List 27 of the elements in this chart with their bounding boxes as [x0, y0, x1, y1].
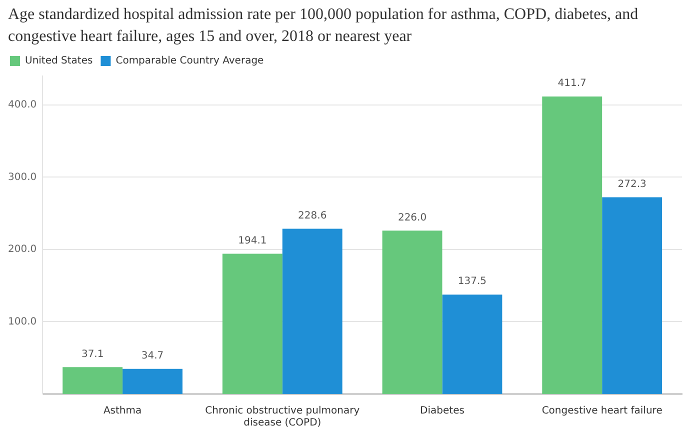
- y-tick-label: 200.0: [8, 244, 37, 256]
- bar: [602, 197, 662, 394]
- data-label: 37.1: [81, 348, 104, 360]
- y-tick-label: 400.0: [8, 100, 37, 111]
- data-label: 194.1: [238, 235, 267, 246]
- legend-label: United States: [25, 56, 93, 67]
- bar: [122, 368, 182, 394]
- y-tick-label: 100.0: [8, 316, 37, 328]
- bar: [222, 254, 282, 394]
- x-tick-label: Congestive heart failure: [542, 406, 662, 417]
- legend-label: Comparable Country Average: [116, 56, 264, 67]
- x-tick-label: Chronic obstructive pulmonary disease (COPD): [205, 406, 360, 429]
- x-tick-label: Asthma: [103, 406, 142, 417]
- chart-title: Age standardized hospital admission rate per 100,000 population for asthma, COPD, diabetes, and congestive heart failure, ages 15 and over, 2018 or nearest year: [7, 5, 640, 47]
- bar: [62, 367, 123, 394]
- data-label: 272.3: [618, 178, 646, 190]
- bar: [282, 228, 342, 394]
- bar: [382, 230, 442, 394]
- x-tick-label: Diabetes: [420, 406, 464, 417]
- data-label: 226.0: [398, 212, 427, 224]
- bar: [442, 294, 502, 394]
- data-label: 137.5: [458, 276, 487, 288]
- bar: [542, 96, 602, 394]
- data-label: 34.7: [141, 350, 164, 362]
- data-label: 411.7: [558, 78, 586, 90]
- data-label: 228.6: [298, 210, 327, 222]
- y-tick-label: 300.0: [8, 172, 37, 183]
